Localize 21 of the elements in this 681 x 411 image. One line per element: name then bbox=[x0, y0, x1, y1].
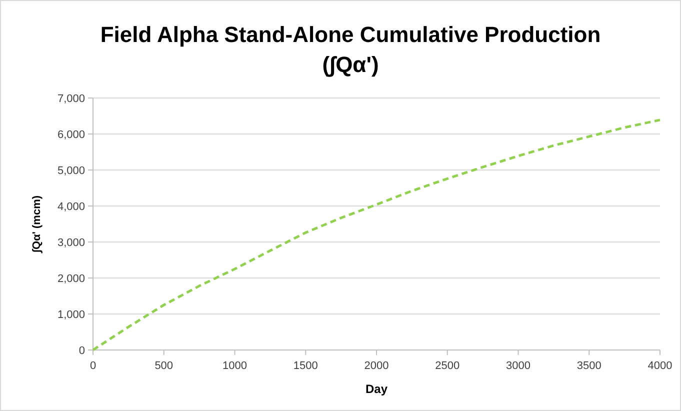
x-axis-title: Day bbox=[365, 382, 388, 396]
y-tick-label: 1,000 bbox=[57, 308, 85, 321]
x-tick-label: 1500 bbox=[293, 360, 318, 372]
x-tick-label: 3000 bbox=[506, 360, 530, 372]
y-tick-label: 6,000 bbox=[57, 128, 85, 141]
x-tick-label: 500 bbox=[154, 360, 174, 372]
y-tick-label: 0 bbox=[78, 344, 85, 357]
y-tick-label: 5,000 bbox=[57, 164, 85, 177]
x-tick-label: 4000 bbox=[648, 360, 672, 372]
x-tick-label: 2000 bbox=[364, 360, 389, 372]
y-tick-label: 2,000 bbox=[57, 272, 85, 285]
x-tick-label: 1000 bbox=[222, 360, 247, 372]
y-tick-label: 4,000 bbox=[57, 200, 85, 213]
chart-subtitle: (∫Qα') bbox=[322, 52, 379, 77]
y-axis-title: ∫Qα' (mcm) bbox=[31, 195, 43, 254]
x-tick-label: 2500 bbox=[435, 360, 460, 372]
chart-title: Field Alpha Stand-Alone Cumulative Production bbox=[100, 22, 601, 47]
y-tick-label: 7,000 bbox=[57, 92, 85, 105]
x-tick-label: 0 bbox=[90, 360, 96, 372]
y-tick-label: 3,000 bbox=[57, 236, 85, 249]
x-tick-label: 3500 bbox=[576, 360, 602, 372]
